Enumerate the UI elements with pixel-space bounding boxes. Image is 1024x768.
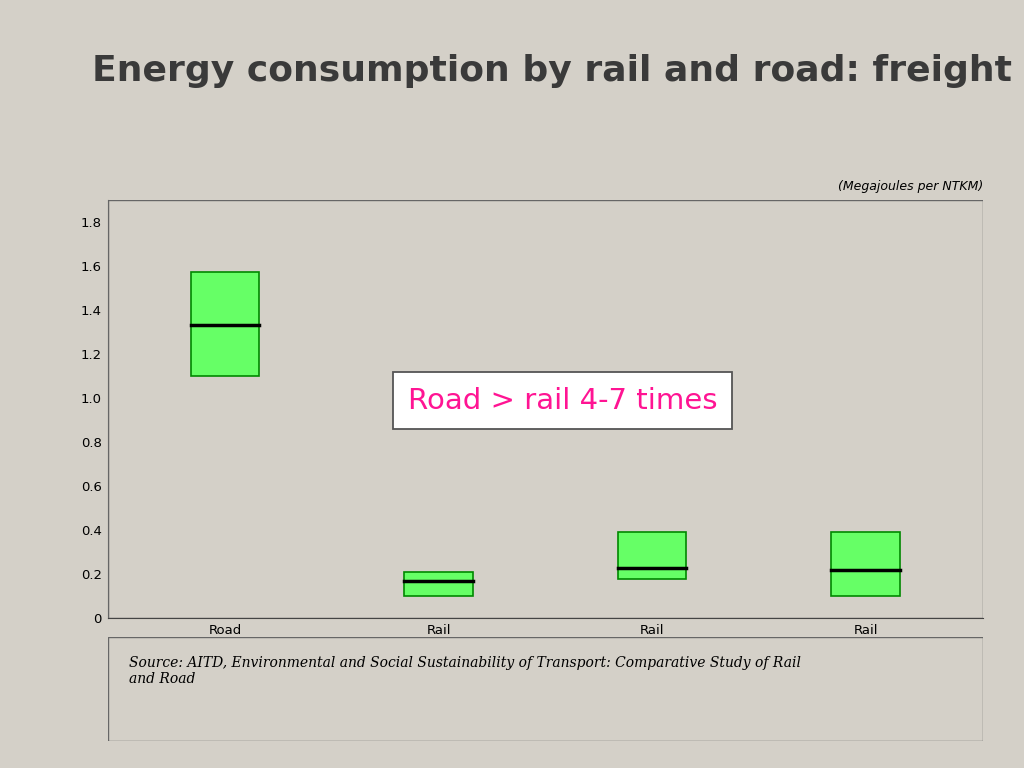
- Text: Source: AITD, Environmental and Social Sustainability of Transport: Comparative : Source: AITD, Environmental and Social S…: [129, 656, 802, 687]
- Bar: [404, 572, 473, 596]
- Bar: [617, 532, 686, 578]
- Text: Energy consumption by rail and road: freight: Energy consumption by rail and road: fre…: [92, 54, 1012, 88]
- FancyBboxPatch shape: [108, 637, 983, 741]
- Bar: [190, 273, 259, 376]
- Bar: [831, 532, 900, 596]
- Text: (Megajoules per NTKM): (Megajoules per NTKM): [838, 180, 983, 194]
- Text: Road > rail 4-7 times: Road > rail 4-7 times: [408, 386, 718, 415]
